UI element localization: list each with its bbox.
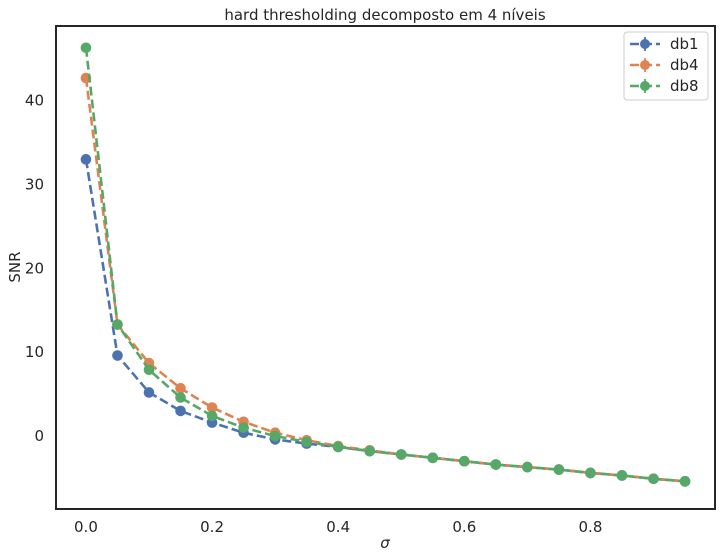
y-tick-label: 10	[25, 343, 44, 361]
data-point-db8	[206, 410, 218, 422]
x-axis-ticks: 0.0 0.2 0.4 0.6 0.8	[74, 518, 602, 536]
chart-title: hard thresholding decomposto em 4 níveis	[224, 6, 545, 24]
plot-frame	[55, 25, 716, 510]
legend-marker-db8	[640, 81, 650, 91]
y-tick-label: 30	[25, 175, 44, 193]
legend-marker-db1	[640, 39, 650, 49]
x-tick-label: 0.8	[579, 518, 603, 536]
data-point-db8	[490, 459, 502, 470]
series-db8	[80, 42, 691, 487]
data-point-db8	[679, 476, 691, 487]
legend-marker-db4	[640, 60, 650, 70]
legend-label-db1: db1	[670, 35, 699, 53]
x-tick-label: 0.2	[200, 518, 224, 536]
data-point-db8	[112, 319, 123, 330]
data-point-db8	[269, 430, 281, 442]
legend-label-db8: db8	[670, 77, 699, 95]
legend-item-db1: db1	[630, 35, 699, 53]
y-axis-ticks: 0 10 20 30 40	[25, 92, 44, 445]
x-axis-label: σ	[380, 534, 390, 552]
data-point-db8	[364, 445, 376, 457]
series-line-db8	[84, 47, 686, 483]
data-point-db8	[143, 364, 155, 376]
data-point-db8	[648, 473, 659, 485]
x-tick-label: 0.4	[326, 518, 350, 536]
legend-item-db8: db8	[630, 77, 699, 95]
data-point-db1	[80, 154, 92, 165]
series-layer	[80, 42, 691, 487]
data-point-db8	[395, 449, 407, 460]
y-tick-label: 0	[34, 427, 44, 445]
data-point-db8	[585, 467, 596, 479]
data-point-db8	[553, 464, 565, 475]
x-tick-label: 0.0	[74, 518, 98, 536]
data-point-db1	[112, 350, 123, 361]
data-point-db4	[175, 382, 186, 394]
legend: db1 db4 db8	[623, 31, 709, 101]
data-point-db8	[301, 436, 312, 448]
data-point-db8	[427, 452, 439, 464]
data-point-db8	[616, 470, 628, 481]
data-point-db8	[522, 461, 533, 473]
data-point-db8	[459, 455, 470, 467]
legend-item-db4: db4	[630, 56, 699, 74]
y-tick-label: 40	[25, 92, 44, 110]
data-point-db8	[238, 422, 249, 433]
data-point-db8	[80, 42, 92, 54]
y-axis-label: SNR	[6, 251, 24, 282]
data-point-db4	[206, 402, 218, 413]
data-point-db8	[175, 392, 186, 403]
data-point-db8	[332, 441, 344, 453]
x-tick-label: 0.6	[452, 518, 476, 536]
legend-label-db4: db4	[670, 56, 699, 74]
data-point-db1	[143, 387, 155, 398]
data-point-db1	[175, 405, 186, 417]
y-tick-label: 20	[25, 259, 44, 277]
